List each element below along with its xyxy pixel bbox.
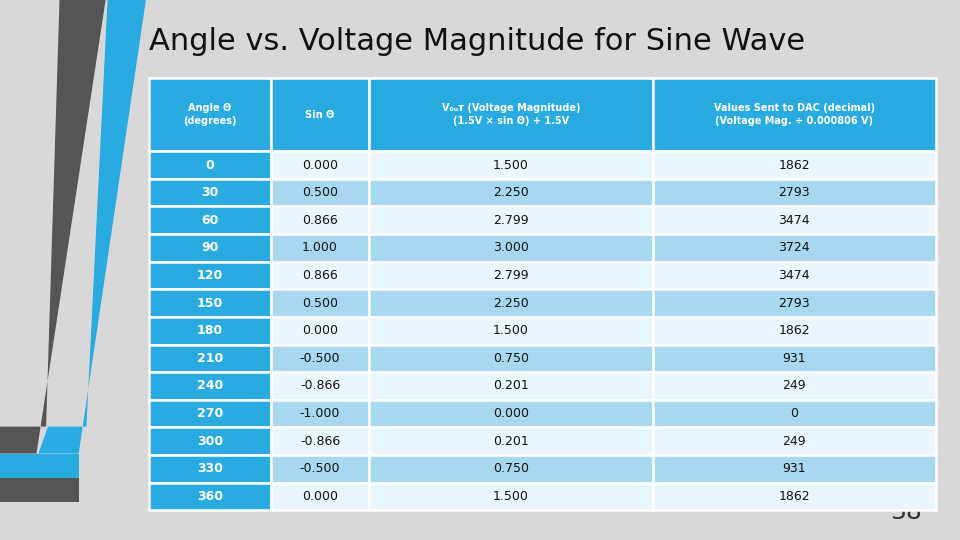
Text: 120: 120: [197, 269, 223, 282]
Text: -0.500: -0.500: [300, 352, 340, 365]
Text: 2.799: 2.799: [493, 269, 529, 282]
Text: 0.000: 0.000: [302, 490, 338, 503]
Text: 0.500: 0.500: [302, 296, 338, 309]
Text: 3.000: 3.000: [493, 241, 529, 254]
Text: Angle vs. Voltage Magnitude for Sine Wave: Angle vs. Voltage Magnitude for Sine Wav…: [149, 27, 804, 56]
Text: 249: 249: [782, 380, 806, 393]
Text: 0.000: 0.000: [492, 407, 529, 420]
Text: -0.866: -0.866: [300, 435, 340, 448]
Text: 0: 0: [205, 159, 214, 172]
Text: -0.500: -0.500: [300, 462, 340, 475]
Text: 360: 360: [197, 490, 223, 503]
Text: 180: 180: [197, 324, 223, 338]
Text: 60: 60: [202, 214, 219, 227]
Text: V₀ᵤᴛ (Voltage Magnitude)
(1.5V × sin Θ) + 1.5V: V₀ᵤᴛ (Voltage Magnitude) (1.5V × sin Θ) …: [442, 103, 580, 126]
Text: 0.000: 0.000: [302, 159, 338, 172]
Text: 90: 90: [202, 241, 219, 254]
Text: 270: 270: [197, 407, 223, 420]
Text: 1.000: 1.000: [302, 241, 338, 254]
Text: 2.250: 2.250: [493, 296, 529, 309]
Text: 0: 0: [790, 407, 799, 420]
Text: 330: 330: [197, 462, 223, 475]
Text: 2793: 2793: [779, 186, 810, 199]
Text: 249: 249: [782, 435, 806, 448]
Text: 0.750: 0.750: [492, 352, 529, 365]
Text: 38: 38: [890, 500, 922, 524]
Text: 931: 931: [782, 462, 806, 475]
Text: 30: 30: [202, 186, 219, 199]
Text: 1862: 1862: [779, 490, 810, 503]
Text: 1862: 1862: [779, 324, 810, 338]
Text: 0.201: 0.201: [493, 380, 529, 393]
Text: 0.201: 0.201: [493, 435, 529, 448]
Text: 3474: 3474: [779, 214, 810, 227]
Text: 240: 240: [197, 380, 223, 393]
Text: 150: 150: [197, 296, 223, 309]
Text: 1862: 1862: [779, 159, 810, 172]
Text: Values Sent to DAC (decimal)
(Voltage Mag. ÷ 0.000806 V): Values Sent to DAC (decimal) (Voltage Ma…: [713, 103, 875, 126]
Text: 0.866: 0.866: [302, 214, 338, 227]
Text: 3474: 3474: [779, 269, 810, 282]
Text: -0.866: -0.866: [300, 380, 340, 393]
Text: -1.000: -1.000: [300, 407, 340, 420]
Text: 210: 210: [197, 352, 223, 365]
Text: 2.250: 2.250: [493, 186, 529, 199]
Text: 1.500: 1.500: [493, 490, 529, 503]
Text: 300: 300: [197, 435, 223, 448]
Text: 0.866: 0.866: [302, 269, 338, 282]
Text: 2.799: 2.799: [493, 214, 529, 227]
Text: 1.500: 1.500: [493, 324, 529, 338]
Text: 0.750: 0.750: [492, 462, 529, 475]
Text: 1.500: 1.500: [493, 159, 529, 172]
Text: Sin Θ: Sin Θ: [305, 110, 335, 120]
Text: Angle Θ
(degrees): Angle Θ (degrees): [183, 103, 236, 126]
Text: 0.000: 0.000: [302, 324, 338, 338]
Text: 0.500: 0.500: [302, 186, 338, 199]
Text: 2793: 2793: [779, 296, 810, 309]
Text: 931: 931: [782, 352, 806, 365]
Text: 3724: 3724: [779, 241, 810, 254]
